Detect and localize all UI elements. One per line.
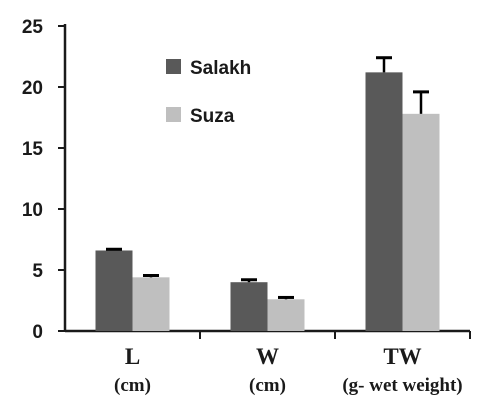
- y-tick-label: 5: [32, 261, 43, 282]
- y-tick-label: 0: [32, 322, 43, 343]
- y-tick-label: 25: [22, 17, 44, 38]
- bar-salakh-l: [95, 250, 133, 331]
- legend: Salakh Suza: [160, 42, 276, 130]
- x-category-unit: (g- wet weight): [342, 375, 462, 396]
- legend-label-salakh: Salakh: [190, 58, 251, 79]
- x-axis-labels: L (cm) W (cm) TW (g- wet weight): [114, 344, 463, 396]
- x-category-label: W: [256, 344, 279, 369]
- bars: [95, 72, 440, 332]
- legend-label-suza: Suza: [190, 106, 235, 127]
- y-tick-label: 20: [22, 78, 43, 99]
- legend-swatch-suza: [166, 107, 181, 122]
- x-category-unit: (cm): [114, 375, 151, 396]
- error-bars: [106, 56, 429, 300]
- x-category-label: L: [125, 344, 140, 369]
- legend-swatch-salakh: [166, 59, 181, 74]
- bar-suza-w: [267, 299, 305, 331]
- bar-salakh-w: [230, 282, 268, 331]
- x-category-unit: (cm): [249, 375, 286, 396]
- bar-suza-l: [132, 277, 170, 331]
- bar-salakh-tw: [365, 72, 403, 332]
- y-tick-label: 10: [22, 200, 43, 221]
- bar-suza-tw: [402, 113, 440, 331]
- y-tick-label: 15: [22, 139, 44, 160]
- x-category-label: TW: [383, 344, 421, 369]
